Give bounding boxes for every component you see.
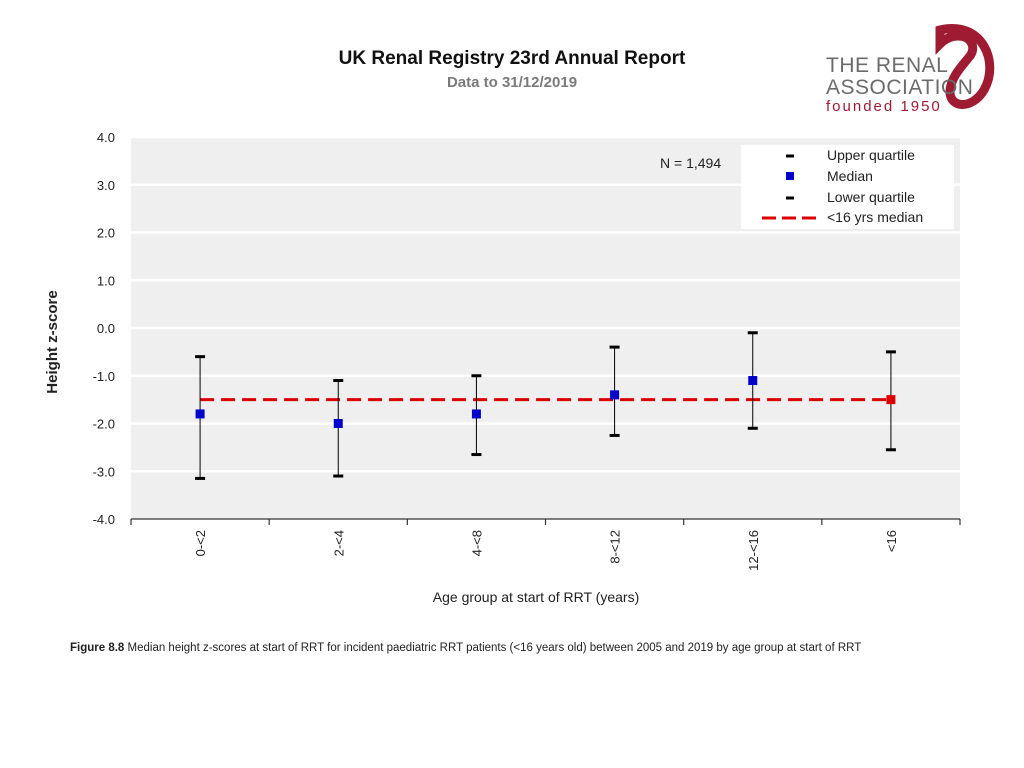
x-tick-label: <16	[884, 530, 899, 552]
sample-size-annotation: N = 1,494	[660, 155, 721, 171]
legend-box	[741, 145, 954, 229]
legend-item-label: Lower quartile	[827, 189, 915, 205]
median-marker	[886, 395, 896, 405]
logo-swoosh-icon	[935, 24, 995, 109]
y-tick-label: 0.0	[97, 321, 115, 336]
y-tick-label: 1.0	[97, 273, 115, 288]
report-header: UK Renal Registry 23rd Annual Report Dat…	[0, 48, 1024, 91]
legend-median-symbol	[786, 172, 794, 180]
logo-text-association: ASSOCIATION	[826, 76, 974, 99]
x-axis-title: Age group at start of RRT (years)	[433, 589, 639, 605]
legend-item-label: <16 yrs median	[827, 209, 923, 225]
height-zscore-chart: 4.0 3.0 2.0 1.0 0.0 -1.0 -2.0 -3.0 -4.0 0-<2 2-<4 4…	[44, 130, 961, 605]
renal-association-logo: THE RENAL ASSOCIATION founded 1950	[822, 22, 997, 122]
median-marker	[195, 409, 205, 419]
y-tick-label: -2.0	[93, 417, 115, 432]
logo-text-the-renal: THE RENAL	[826, 54, 949, 77]
figure-caption: Figure 8.8 Median height z-scores at sta…	[70, 640, 910, 657]
report-subtitle: Data to 31/12/2019	[446, 74, 578, 91]
y-tick-label: -3.0	[93, 464, 115, 479]
figure-label: Figure 8.8	[70, 642, 125, 654]
y-tick-label: 2.0	[97, 226, 115, 241]
y-tick-label: -1.0	[93, 369, 115, 384]
y-tick-label: -4.0	[93, 512, 115, 527]
legend-item-label: Upper quartile	[827, 147, 915, 163]
x-tick-label: 8-<12	[608, 530, 623, 564]
median-marker	[471, 409, 481, 419]
report-title: UK Renal Registry 23rd Annual Report	[338, 48, 686, 69]
y-tick-label: 4.0	[97, 130, 115, 145]
y-tick-label: 3.0	[97, 178, 115, 193]
x-tick-label: 2-<4	[331, 530, 346, 556]
median-marker	[748, 376, 758, 386]
legend-item-label: Median	[827, 168, 873, 184]
x-tick-label: 12-<16	[746, 530, 761, 571]
y-axis-title: Height z-score	[44, 290, 61, 393]
median-marker	[610, 390, 620, 400]
x-tick-label: 0-<2	[193, 530, 208, 556]
logo-text-founded: founded 1950	[826, 98, 942, 115]
x-tick-label: 4-<8	[469, 530, 484, 556]
figure-caption-text: Median height z-scores at start of RRT f…	[124, 642, 862, 654]
median-marker	[333, 419, 343, 428]
